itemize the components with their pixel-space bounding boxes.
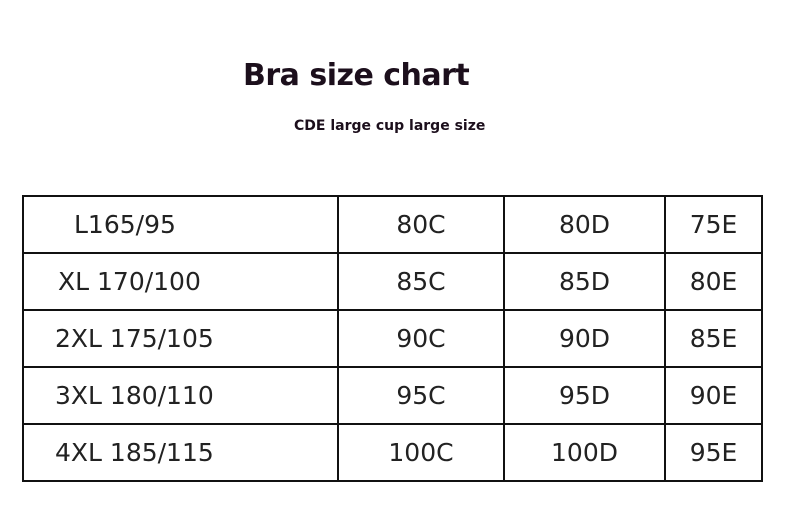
table-row: 2XL 175/105 90C 90D 85E	[22, 309, 763, 368]
size-cell: L165/95	[22, 195, 339, 254]
table-row: XL 170/100 85C 85D 80E	[22, 252, 763, 311]
cup-size-cell: 95C	[337, 366, 505, 425]
table-row: L165/95 80C 80D 75E	[22, 195, 763, 254]
cup-size-cell: 85D	[503, 252, 666, 311]
size-table: L165/95 80C 80D 75E XL 170/100 85C 85D 80E 2XL 1…	[22, 195, 763, 482]
cup-size-cell: 85E	[664, 309, 763, 368]
cup-size-cell: 100C	[337, 423, 505, 482]
cup-size-cell: 80E	[664, 252, 763, 311]
cup-size-cell: 95E	[664, 423, 763, 482]
size-cell: 4XL 185/115	[22, 423, 339, 482]
size-cell: XL 170/100	[22, 252, 339, 311]
table-row: 4XL 185/115 100C 100D 95E	[22, 423, 763, 482]
cup-size-cell: 90D	[503, 309, 666, 368]
cup-size-cell: 80C	[337, 195, 505, 254]
cup-size-cell: 95D	[503, 366, 666, 425]
cup-size-cell: 75E	[664, 195, 763, 254]
page-title: Bra size chart	[243, 58, 470, 93]
cup-size-cell: 90C	[337, 309, 505, 368]
size-cell: 2XL 175/105	[22, 309, 339, 368]
size-cell: 3XL 180/110	[22, 366, 339, 425]
page-subtitle: CDE large cup large size	[294, 118, 486, 134]
table-row: 3XL 180/110 95C 95D 90E	[22, 366, 763, 425]
cup-size-cell: 80D	[503, 195, 666, 254]
cup-size-cell: 85C	[337, 252, 505, 311]
cup-size-cell: 90E	[664, 366, 763, 425]
cup-size-cell: 100D	[503, 423, 666, 482]
